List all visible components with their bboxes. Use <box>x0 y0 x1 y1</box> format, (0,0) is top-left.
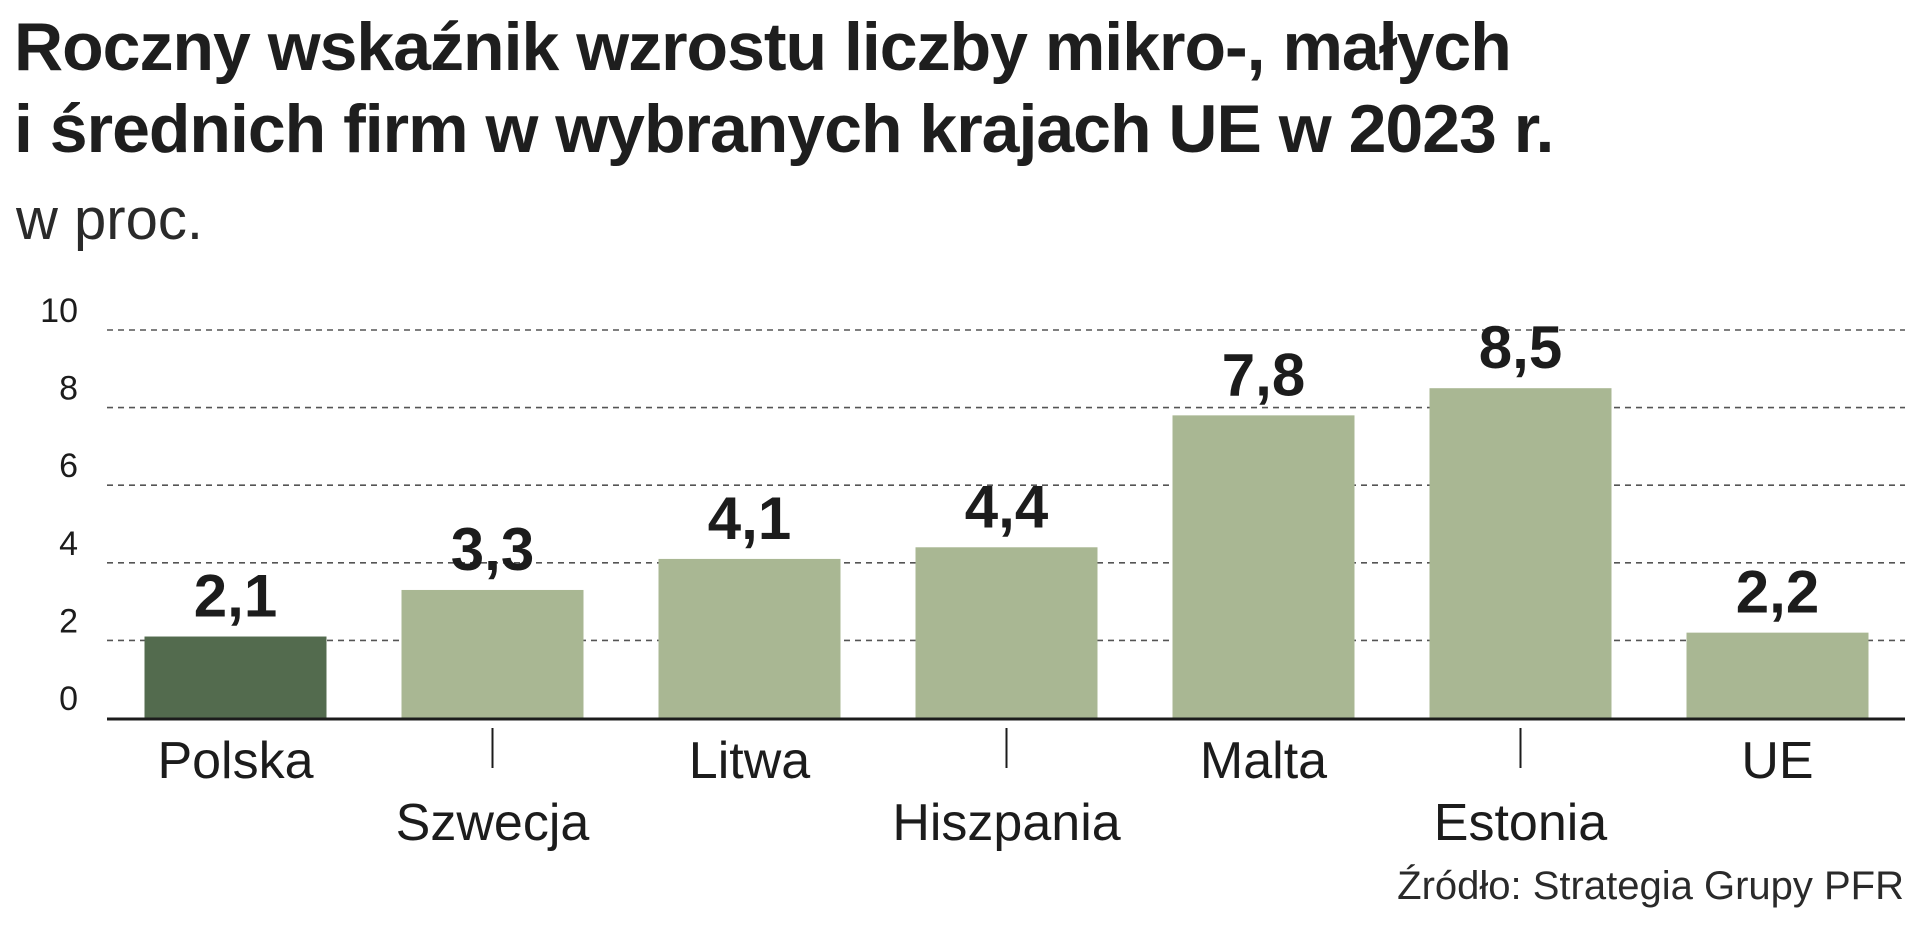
y-tick-label: 4 <box>59 525 78 563</box>
bar-litwa <box>658 558 841 718</box>
value-label: 4,1 <box>708 485 791 552</box>
chart-title-line-2: i średnich firm w wybranych krajach UE w… <box>14 91 1554 167</box>
y-tick-label: 2 <box>59 602 78 640</box>
x-axis-labels: Polska Szwecja Litwa Hiszpania Malta Estonia U… <box>157 732 1813 852</box>
bar-polska <box>144 636 327 718</box>
y-tick-label: 10 <box>40 292 78 330</box>
value-label: 3,3 <box>451 516 534 583</box>
y-tick-label: 8 <box>59 370 78 408</box>
value-label: 2,1 <box>194 563 277 630</box>
x-tick-label: Szwecja <box>396 794 590 852</box>
bar-malta <box>1172 415 1355 718</box>
x-tick-label: Malta <box>1200 732 1327 790</box>
bars <box>144 388 1869 718</box>
bar-hiszpania <box>915 547 1098 718</box>
chart-title-line-1: Roczny wskaźnik wzrostu liczby mikro-, m… <box>14 9 1512 85</box>
bar-ue <box>1686 632 1869 718</box>
bar-estonia <box>1429 388 1612 718</box>
unit-label: w proc. <box>16 187 203 252</box>
x-tick-label: Polska <box>157 732 313 790</box>
value-label: 7,8 <box>1222 341 1305 408</box>
value-labels: 2,1 3,3 4,1 4,4 7,8 8,5 2,2 <box>194 314 1819 629</box>
source-note: Źródło: Strategia Grupy PFR <box>1397 864 1904 908</box>
value-label: 8,5 <box>1479 314 1562 381</box>
x-tick-label: Litwa <box>689 732 810 790</box>
bar-szwecja <box>401 589 584 718</box>
x-tick-label: Hiszpania <box>892 794 1120 852</box>
y-tick-label: 6 <box>59 447 78 485</box>
x-tick-label: Estonia <box>1434 794 1608 852</box>
value-label: 2,2 <box>1736 559 1819 626</box>
y-axis-ticks: 0 2 4 6 8 10 <box>40 292 78 718</box>
chart-title: Roczny wskaźnik wzrostu liczby mikro-, m… <box>14 6 1894 170</box>
y-tick-label: 0 <box>59 680 78 718</box>
value-label: 4,4 <box>965 473 1049 540</box>
x-axis <box>107 717 1905 768</box>
x-tick-label: UE <box>1741 732 1813 790</box>
